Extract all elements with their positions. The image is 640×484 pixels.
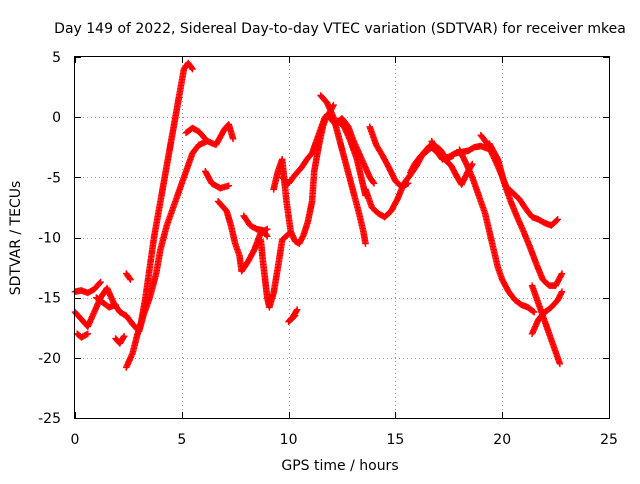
data-point: [554, 216, 562, 223]
y-axis-label: SDTVAR / TECUs: [8, 181, 24, 296]
data-point: [556, 360, 564, 368]
data-point: [558, 288, 566, 295]
data-point: [120, 332, 128, 340]
data-point: [530, 308, 538, 316]
series-track-12: [240, 212, 271, 240]
series-track-18: [285, 306, 301, 326]
x-axis-label: GPS time / hours: [281, 458, 398, 474]
x-tick-label: 15: [386, 432, 404, 448]
data-point: [404, 180, 412, 187]
data-point: [263, 225, 271, 233]
y-tick-label: 0: [52, 110, 61, 126]
series-track-3: [73, 330, 92, 341]
x-tick-label: 5: [177, 432, 186, 448]
series-track-25: [486, 140, 566, 289]
series-track-7: [122, 270, 134, 283]
series-track-15: [278, 101, 337, 187]
series-track-10: [201, 168, 233, 192]
series-track-13: [257, 230, 292, 311]
data-point: [201, 135, 209, 143]
series-track-6: [122, 59, 196, 371]
x-tick-label: 25: [600, 432, 618, 448]
data-point: [112, 301, 119, 309]
data-point: [370, 180, 378, 187]
data-point: [97, 278, 104, 286]
y-tick-label: -20: [38, 351, 61, 367]
y-tick-label: 5: [52, 50, 61, 66]
series-track-9: [182, 124, 209, 143]
series-track-20: [366, 123, 412, 191]
data-point: [263, 232, 271, 240]
data-point: [127, 276, 134, 283]
data-point: [291, 312, 299, 320]
y-tick-label: -5: [47, 170, 61, 186]
data-point: [330, 101, 337, 109]
y-tick-label: -25: [38, 411, 61, 427]
series-track-14: [270, 111, 378, 247]
data-point: [449, 152, 457, 159]
data-point: [558, 270, 566, 277]
series-track-2: [71, 278, 104, 297]
series-track-11: [214, 198, 271, 275]
data-point: [362, 240, 369, 247]
series-track-17: [334, 117, 369, 199]
series-track-16: [317, 92, 369, 247]
x-tick-label: 10: [280, 432, 298, 448]
chart-title: Day 149 of 2022, Sidereal Day-to-day VTE…: [54, 21, 626, 37]
plot-frame: [74, 56, 610, 419]
data-point: [468, 160, 476, 168]
data-point: [189, 65, 196, 73]
x-tick-label: 0: [71, 432, 80, 448]
ticks: 0 5 10 15 20 25 5 0 -5 -10 -15 -20 -25: [38, 50, 618, 448]
series-track-23: [456, 146, 538, 316]
series-track-8: [135, 121, 237, 335]
y-tick-label: -15: [38, 291, 61, 307]
series-track-5: [112, 332, 128, 347]
series-track-27: [528, 288, 566, 338]
data-point: [84, 330, 92, 338]
series-track-4: [93, 294, 119, 311]
x-tick-label: 20: [493, 432, 511, 448]
data-point: [201, 134, 208, 142]
data-points: [71, 59, 566, 371]
y-tick-label: -10: [38, 231, 61, 247]
data-point: [225, 182, 233, 190]
data-point: [96, 279, 104, 287]
data-point: [229, 135, 237, 143]
